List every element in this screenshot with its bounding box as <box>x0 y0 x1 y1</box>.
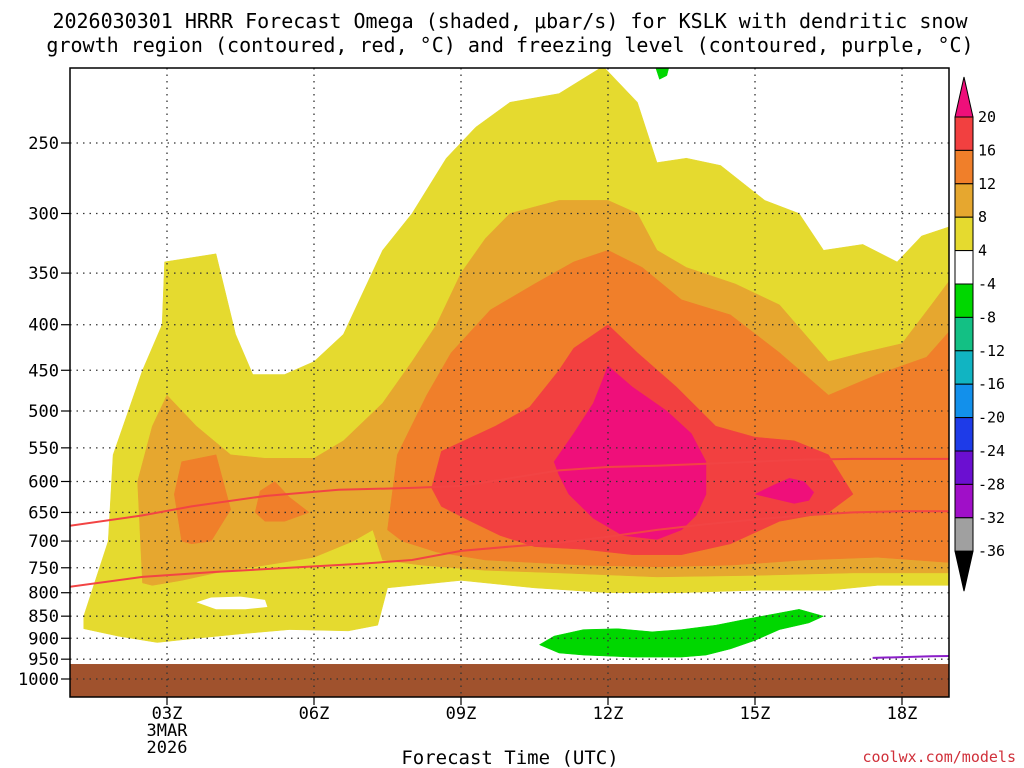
omega-shading <box>70 68 949 697</box>
omega-region--8-to--4-8 <box>538 609 825 658</box>
y-tick-label-650: 650 <box>28 503 59 523</box>
y-tick-label-950: 950 <box>28 650 59 670</box>
colorbar-label-4: 4 <box>978 242 987 260</box>
colorbar-swatch-3 <box>954 183 974 218</box>
omega-region--8-to--4-9 <box>655 68 670 80</box>
colorbar-label-20: 20 <box>978 108 996 126</box>
y-tick-label-550: 550 <box>28 439 59 459</box>
y-axis: 2503003504004505005506006507007508008509… <box>18 134 70 690</box>
y-tick-label-850: 850 <box>28 607 59 627</box>
y-tick-label-1000: 1000 <box>18 670 59 690</box>
y-tick-label-450: 450 <box>28 361 59 381</box>
colorbar-swatch-10 <box>954 417 974 452</box>
y-tick-label-300: 300 <box>28 204 59 224</box>
freezing-level-contour <box>872 654 949 659</box>
y-tick-label-600: 600 <box>28 472 59 492</box>
y-tick-label-750: 750 <box>28 559 59 579</box>
omega-region->20-6 <box>553 365 707 540</box>
colorbar-swatch-1 <box>954 116 974 151</box>
colorbar-label--8: -8 <box>978 308 996 326</box>
omega-region-12-16-3 <box>254 481 310 522</box>
omega-region->20-7 <box>754 478 815 504</box>
y-tick-label-350: 350 <box>28 264 59 284</box>
dgz-contour-1 <box>70 510 949 588</box>
y-tick-label-400: 400 <box>28 316 59 336</box>
omega-region-12-16-2 <box>174 454 231 545</box>
omega-clear-area-0 <box>196 596 268 610</box>
colorbar-label-8: 8 <box>978 208 987 226</box>
colorbar-label-12: 12 <box>978 175 996 193</box>
x-tick-label-18Z: 18Z <box>887 704 918 724</box>
colorbar-swatch-9 <box>954 383 974 419</box>
colorbar-label--4: -4 <box>978 275 996 293</box>
colorbar-label--16: -16 <box>978 375 1005 393</box>
x-tick-label-03Z: 03Z <box>152 704 183 724</box>
x-tick-date-line: 3MAR <box>147 721 189 741</box>
x-tick-label-09Z: 09Z <box>446 704 477 724</box>
x-tick-label-12Z: 12Z <box>593 704 624 724</box>
colorbar-label--20: -20 <box>978 409 1005 427</box>
ground-below-surface <box>70 664 949 697</box>
plot-area <box>70 68 949 697</box>
chart-title-line-1: 2026030301 HRRR Forecast Omega (shaded, … <box>52 9 968 33</box>
credit-text: coolwx.com/models <box>862 748 1016 766</box>
x-tick-year-line: 2026 <box>147 738 188 758</box>
colorbar-swatch-7 <box>954 316 974 352</box>
colorbar-label--28: -28 <box>978 475 1005 493</box>
chart-title-line-2: growth region (contoured, red, °C) and f… <box>46 33 973 57</box>
colorbar-label--36: -36 <box>978 542 1005 560</box>
x-axis-label: Forecast Time (UTC) <box>401 747 618 768</box>
colorbar-label--24: -24 <box>978 442 1005 460</box>
plot-frame <box>69 67 950 698</box>
colorbar-swatch-6 <box>954 283 974 318</box>
colorbar-label--32: -32 <box>978 509 1005 527</box>
colorbar-swatch-5 <box>954 250 974 285</box>
colorbar-label--12: -12 <box>978 342 1005 360</box>
contour-lines <box>70 457 949 659</box>
y-tick-label-900: 900 <box>28 629 59 649</box>
colorbar-swatch-11 <box>954 450 974 485</box>
colorbar-swatch-4 <box>954 216 974 252</box>
colorbar-swatch-2 <box>954 149 974 185</box>
y-tick-label-250: 250 <box>28 134 59 154</box>
x-tick-label-15Z: 15Z <box>740 704 771 724</box>
y-tick-label-500: 500 <box>28 402 59 422</box>
y-tick-label-700: 700 <box>28 532 59 552</box>
y-tick-label-800: 800 <box>28 584 59 604</box>
grid-lines <box>70 68 949 697</box>
x-tick-label-06Z: 06Z <box>299 704 330 724</box>
dgz-contour-0 <box>70 457 949 527</box>
colorbar-swatch-8 <box>954 350 974 385</box>
colorbar-swatch-13 <box>954 517 974 552</box>
colorbar: 20 16 12 8 4 -4 -8 -12 -16 -20 -24 -28 -32 -36 <box>954 76 1005 592</box>
colorbar-top-arrow <box>954 76 974 118</box>
colorbar-swatch-12 <box>954 483 974 519</box>
colorbar-label-16: 16 <box>978 141 996 159</box>
colorbar-bottom-arrow <box>954 550 974 592</box>
